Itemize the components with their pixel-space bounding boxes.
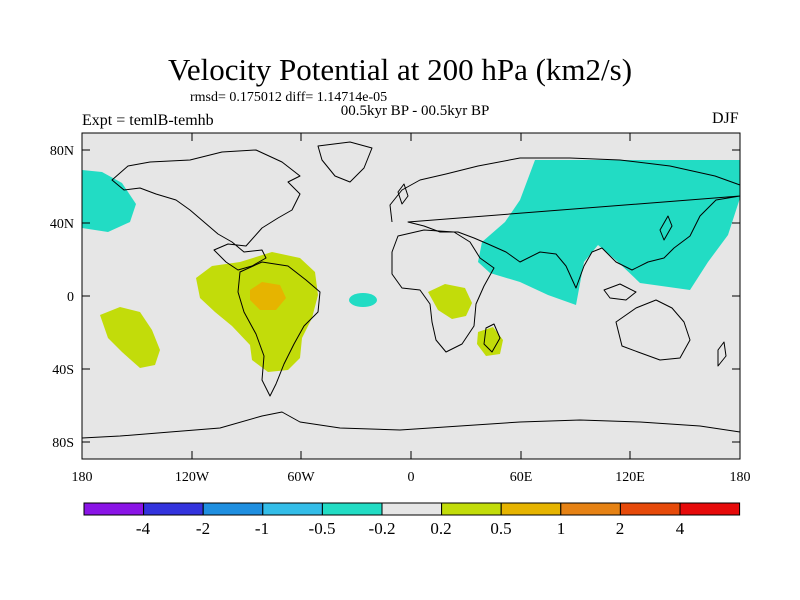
coast-greenland [317,141,373,183]
coast-madagascar [483,323,501,353]
colorbar-box [321,502,383,516]
chart-title: Velocity Potential at 200 hPa (km2/s) [167,52,633,87]
coast-south-america [237,261,321,397]
lat-tick-labels: 80N 40N 0 40S 80S [50,144,74,451]
positive-region-south-pacific [100,307,160,368]
colorbar-box [560,502,621,516]
strong-positive-core [250,282,286,310]
lon-label: 60W [287,470,315,485]
lat-label: 40S [52,363,74,378]
positive-region-south-america [196,252,318,372]
colorbar-label: 0.5 [490,519,512,538]
colorbar-label: 1 [556,519,566,538]
coast-africa [391,229,495,353]
colorbar-label: 2 [615,519,625,538]
colorbar-box [381,502,443,516]
colorbar-box [143,502,204,516]
lon-label: 0 [408,470,415,485]
coast-japan [659,215,673,241]
colorbar-label: 4 [675,519,685,538]
coast-australia [615,299,691,361]
season-label: DJF [712,110,739,127]
coast-maritime-continent [603,283,637,301]
coast-uk [397,183,409,205]
colorbar-label: -0.5 [308,519,336,538]
negative-region-asia [478,160,740,305]
coastlines [81,141,741,439]
colorbar-box [619,502,681,516]
colorbar-box [441,502,502,516]
period-text: 00.5kyr BP - 00.5kyr BP [340,103,490,119]
lat-label: 0 [67,290,74,305]
colorbar-box [500,502,562,516]
positive-region-africa [428,284,472,319]
tick-marks [81,133,741,459]
coast-north-america [111,149,301,271]
lon-tick-labels: 180 120W 60W 0 60E 120E 180 [72,470,751,485]
colorbar-label: 0.2 [430,519,452,538]
colorbar-label: -2 [195,519,211,538]
colorbar-label: -0.2 [368,519,396,538]
colorbar-box [202,502,264,516]
coast-antarctica [81,411,741,439]
lon-label: 180 [730,470,751,485]
negative-region-atlantic [349,293,377,307]
colorbar-box [262,502,323,516]
shaded-regions [82,160,740,372]
lon-label: 120E [615,470,645,485]
negative-region-alaska [82,170,136,232]
colorbar-label: -4 [135,519,151,538]
lon-label: 180 [72,470,93,485]
lat-label: 40N [50,217,74,232]
colorbar-box [83,502,145,516]
positive-region-madagascar [477,327,503,356]
stats-text: rmsd= 0.175012 diff= 1.14714e-05 [190,90,388,105]
colorbar-box [679,502,741,516]
experiment-label: Expt = temlB-temhb [82,112,214,129]
colorbar [83,502,741,516]
lat-label: 80S [52,436,74,451]
lat-label: 80N [50,144,74,159]
colorbar-label: -1 [254,519,270,538]
coast-eurasia [389,157,741,289]
coast-new-zealand [717,341,727,367]
lon-label: 120W [175,470,210,485]
lon-label: 60E [510,470,533,485]
